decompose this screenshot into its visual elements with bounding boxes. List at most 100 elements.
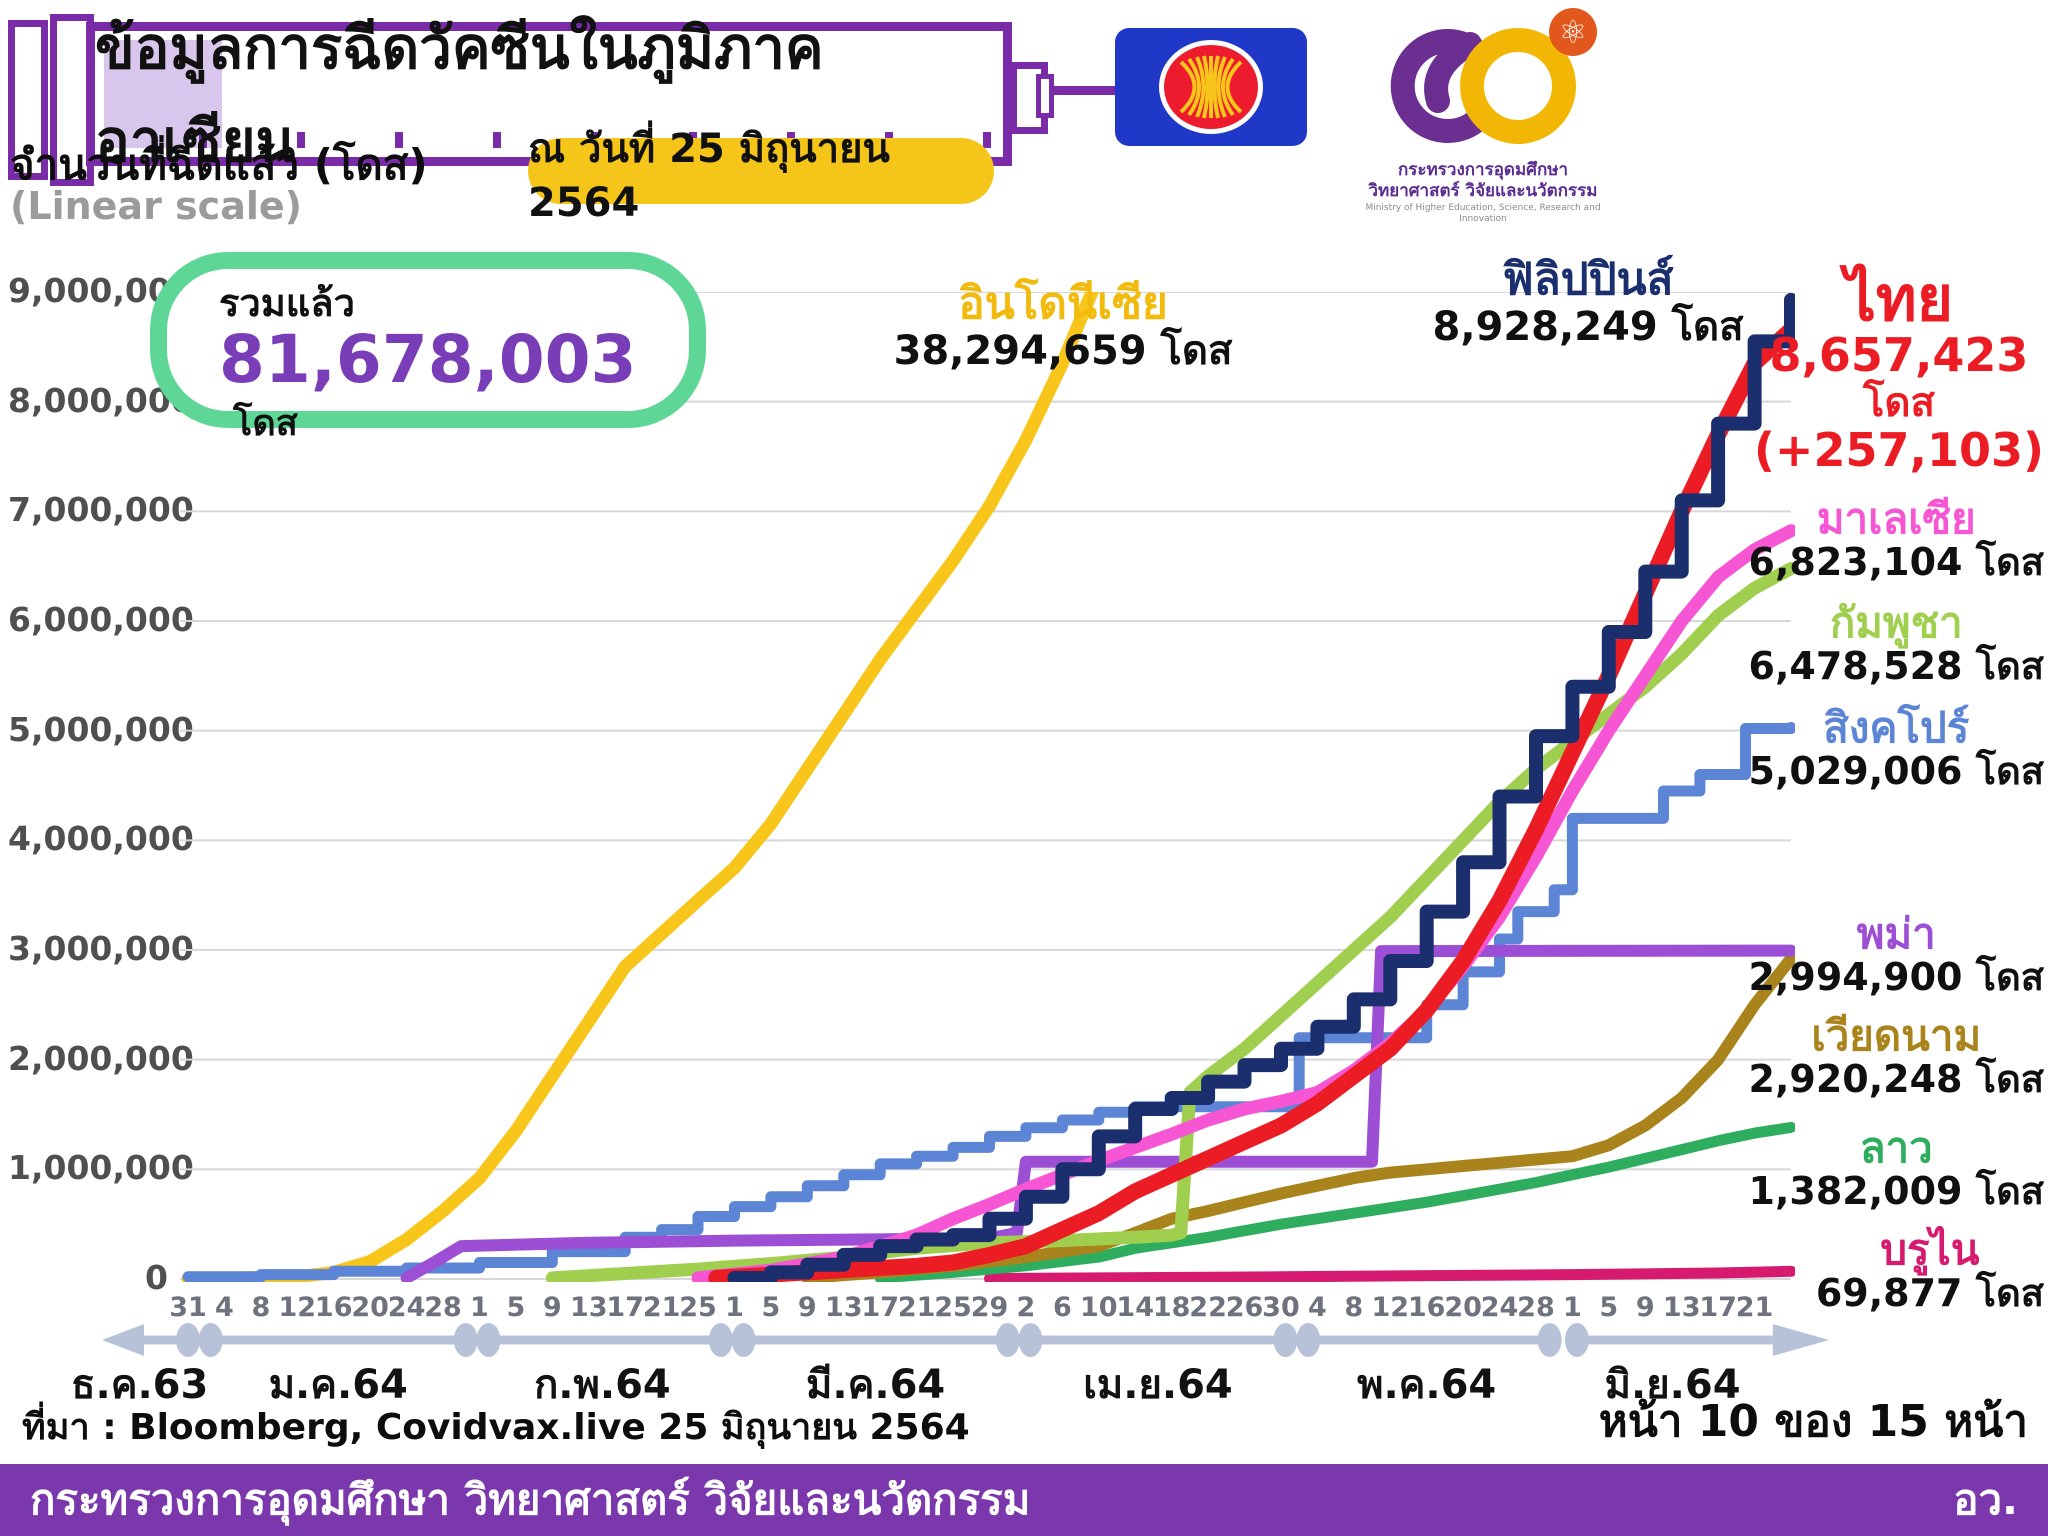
x-tick-label: 22 [1189,1292,1227,1323]
x-tick-label: 13 [569,1292,608,1323]
x-tick-label: 5 [1599,1292,1619,1323]
mhesi-name-line2: วิทยาศาสตร์ วิจัยและนวัตกรรม [1368,181,1598,202]
series-line-indonesia [181,292,1100,1282]
x-tick-label: 12 [1371,1292,1410,1323]
x-tick-label: 28 [1517,1292,1555,1323]
x-tick-label: 5 [761,1292,781,1323]
country-doses: 8,928,249 โดส [1432,304,1744,351]
inchart-label-อินโดนีเซีย: อินโดนีเซีย 38,294,659 โดส [894,278,1233,374]
x-tick-label: 1 [725,1292,744,1323]
country-doses: 6,823,104 โดส [1748,540,2044,585]
x-tick-label: 9 [797,1292,817,1323]
doses-unit: โดส [1863,379,1935,426]
x-tick-label: 4 [1307,1292,1327,1323]
x-tick-label: 21 [642,1292,681,1323]
x-tick-label: 2 [1016,1292,1036,1323]
country-doses: 6,478,528 โดส [1748,644,2044,689]
syringe-tick [199,132,207,148]
as-of-date-badge: ณ วันที่ 25 มิถุนายน 2564 [528,126,994,226]
x-tick-label: 20 [351,1292,389,1323]
series-line-malaysia [691,524,1795,1282]
x-tick-label: 24 [387,1292,426,1323]
month-label: มี.ค.64 [806,1362,946,1408]
x-tick-label: 18 [1152,1292,1191,1323]
country-doses: 2,920,248 โดส [1748,1057,2044,1102]
country-doses: 8,657,423 [1769,328,2029,382]
country-doses: 5,029,006 โดส [1748,749,2044,794]
month-label: ม.ค.64 [268,1362,408,1408]
x-tick-label: 8 [1344,1292,1364,1323]
x-tick-label: 29 [970,1292,1009,1323]
legend-entry-brunei: บรูไน 69,877 โดส [1815,1225,2044,1316]
x-tick-label: 28 [424,1292,462,1323]
footer-ministry-abbr: อว. [1953,1475,2018,1524]
x-tick-label: 9 [542,1292,562,1323]
syringe-tick [493,132,501,148]
legend-entry-myanmar: พม่า 2,994,900 โดส [1748,911,2044,1000]
syringe-plunger-flange [8,20,48,180]
total-doses-badge: รวมแล้ว 81,678,003 โดส [150,252,706,444]
series-line-philippines [727,292,1795,1282]
country-doses: 2,994,900 โดส [1748,955,2044,1000]
x-tick-label: 12 [278,1292,317,1323]
total-value: 81,678,003 [219,320,637,398]
legend-entry-malaysia: มาเลเซีย 6,823,104 โดส [1748,496,2044,585]
syringe-needle-hub [1036,74,1054,118]
x-tick-label: 1 [1563,1292,1582,1323]
month-label: ก.พ.64 [534,1362,671,1408]
country-name: อินโดนีเซีย [958,278,1168,329]
x-tick-label: 14 [1116,1292,1155,1323]
country-name: บรูไน [1880,1225,1980,1274]
month-label: เม.ย.64 [1083,1362,1233,1408]
y-tick-label: 8,000,000 [8,380,194,420]
x-tick-label: 13 [1662,1292,1701,1323]
y-tick-label: 5,000,000 [8,709,194,749]
y-tick-label: 2,000,000 [8,1038,194,1078]
series-line-brunei [984,1265,1795,1282]
syringe-needle [1052,86,1118,95]
month-label: พ.ค.64 [1357,1362,1497,1408]
x-tick-label: 10 [1079,1292,1118,1323]
y-axis-title: จำนวนที่ฉีดแล้ว (โดส) [10,140,428,189]
legend-entry-laos: ลาว 1,382,009 โดส [1748,1125,2044,1214]
y-tick-label: 9,000,000 [8,271,194,310]
footer-bar: กระทรวงการอุดมศึกษา วิทยาศาสตร์ วิจัยและ… [0,1464,2048,1536]
series-line-vietnam [801,952,1795,1282]
y-tick-label: 4,000,000 [8,819,194,859]
x-tick-label: 13 [824,1292,863,1323]
y-tick-label: 0 [145,1258,168,1297]
country-name: กัมพูชา [1829,598,1963,647]
country-doses: 69,877 โดส [1815,1271,2044,1316]
y-tick-label: 3,000,000 [8,929,194,968]
syringe-plunger-head [104,40,222,148]
y-tick-label: 7,000,000 [8,490,194,530]
syringe-tick [395,132,403,148]
month-label: มิ.ย.64 [1604,1362,1741,1408]
x-tick-label: 30 [1262,1292,1300,1323]
y-axis-scale-note: (Linear scale) [10,184,302,228]
mhesi-logo: ⚛ กระทรวงการอุดมศึกษา วิทยาศาสตร์ วิจัยแ… [1358,6,1608,224]
x-tick-label: 21 [897,1292,936,1323]
month-label: ธ.ค.63 [71,1362,209,1408]
country-name: เวียดนาม [1811,1011,1982,1060]
x-tick-label: 16 [314,1292,353,1323]
x-tick-label: 17 [1699,1292,1737,1323]
page-number: หน้า 10 ของ 15 หน้า [1598,1396,2028,1447]
country-doses: 1,382,009 โดส [1748,1169,2044,1214]
daily-increase: (+257,103) [1753,422,2044,477]
x-tick-label: 16 [1407,1292,1446,1323]
series-line-singapore [182,722,1795,1282]
mhesi-logo-icon: ⚛ [1390,8,1597,144]
legend-entry-vietnam: เวียดนาม 2,920,248 โดส [1748,1011,2044,1102]
x-tick-label: 8 [251,1292,271,1323]
x-tick-label: 24 [1480,1292,1519,1323]
x-tick-label: 6 [1052,1292,1072,1323]
y-tick-label: 1,000,000 [8,1148,194,1188]
x-tick-label: 17 [861,1292,899,1323]
y-tick-label: 6,000,000 [8,600,194,639]
inchart-label-ฟิลิปปินส์: ฟิลิปปินส์ 8,928,249 โดส [1432,255,1744,351]
x-tick-label: 21 [1735,1292,1774,1323]
svg-text:⚛: ⚛ [1559,13,1588,51]
footer-ministry-name: กระทรวงการอุดมศึกษา วิทยาศาสตร์ วิจัยและ… [30,1475,1031,1524]
